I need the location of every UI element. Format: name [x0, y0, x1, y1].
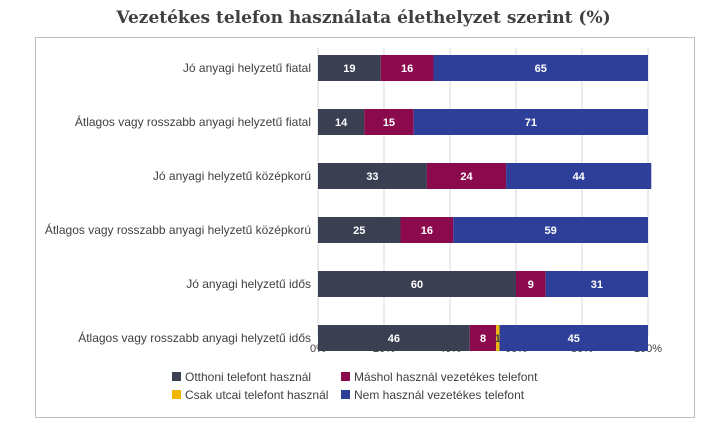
bar-segment [318, 271, 516, 297]
bar-segment [318, 109, 365, 135]
data-label: 46 [388, 333, 400, 345]
bar-segment [453, 217, 648, 243]
data-label: 1 [495, 333, 501, 345]
bar-segment [499, 325, 648, 351]
legend-label: Nem használ vezetékes telefont [354, 388, 525, 402]
data-label: 9 [528, 279, 534, 291]
bar-segment [545, 271, 648, 297]
legend-swatch [341, 390, 350, 399]
legend-swatch [172, 372, 181, 381]
data-label: 31 [591, 279, 603, 291]
data-label: 25 [353, 225, 365, 237]
data-label: 71 [525, 117, 537, 129]
legend-label: Csak utcai telefont használ [185, 388, 328, 402]
legend-label: Máshol használ vezetékes telefont [354, 370, 538, 384]
data-label: 60 [411, 279, 423, 291]
data-label: 19 [343, 63, 355, 75]
legend-label: Otthoni telefont használ [185, 370, 311, 384]
data-label: 15 [383, 117, 395, 129]
bar-segment [318, 163, 427, 189]
chart-title: Vezetékes telefon használata élethelyzet… [116, 8, 611, 28]
data-label: 59 [545, 225, 557, 237]
data-label: 45 [568, 333, 580, 345]
bar-segment [318, 217, 401, 243]
category-label: Jó anyagi helyzetű fiatal [183, 61, 311, 75]
data-label: 14 [335, 117, 348, 129]
bar-segment [318, 55, 381, 81]
bar-segment [506, 163, 652, 189]
bar-segment [400, 217, 454, 243]
category-label: Átlagos vagy rosszabb anyagi helyzetű kö… [45, 222, 311, 237]
category-label: Jó anyagi helyzetű idős [186, 277, 311, 291]
data-label: 33 [366, 171, 378, 183]
bar-segment [426, 163, 507, 189]
legend-swatch [341, 372, 350, 381]
bar-segment [364, 109, 414, 135]
chart-frame [35, 37, 695, 418]
data-label: 65 [535, 63, 547, 75]
category-label: Átlagos vagy rosszabb anyagi helyzetű fi… [75, 114, 311, 129]
data-label: 44 [573, 171, 586, 183]
bar-segment [413, 109, 648, 135]
data-label: 8 [480, 333, 486, 345]
legend-swatch [172, 390, 181, 399]
bar-segment [318, 325, 470, 351]
category-label: Jó anyagi helyzetű középkorú [153, 169, 311, 183]
data-label: 24 [460, 171, 473, 183]
category-label: Átlagos vagy rosszabb anyagi helyzetű id… [78, 330, 311, 345]
bar-segment [380, 55, 434, 81]
bar-segment [496, 325, 500, 351]
bar-segment [516, 271, 546, 297]
data-label: 16 [421, 225, 433, 237]
bar-segment [469, 325, 497, 351]
data-label: 16 [401, 63, 413, 75]
bar-segment [433, 55, 648, 81]
